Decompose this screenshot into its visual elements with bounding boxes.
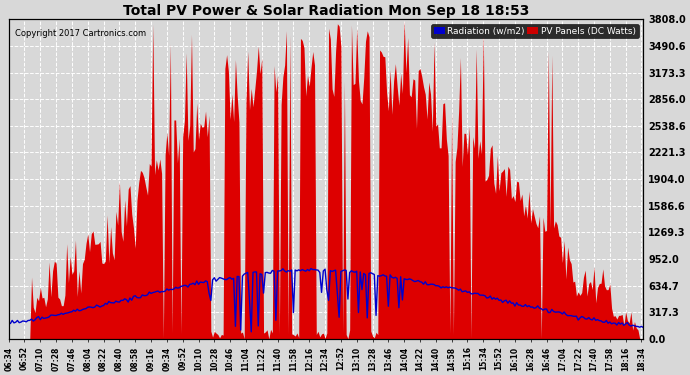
Legend: Radiation (w/m2), PV Panels (DC Watts): Radiation (w/m2), PV Panels (DC Watts)	[431, 24, 639, 38]
Text: Copyright 2017 Cartronics.com: Copyright 2017 Cartronics.com	[15, 29, 146, 38]
Title: Total PV Power & Solar Radiation Mon Sep 18 18:53: Total PV Power & Solar Radiation Mon Sep…	[123, 4, 529, 18]
